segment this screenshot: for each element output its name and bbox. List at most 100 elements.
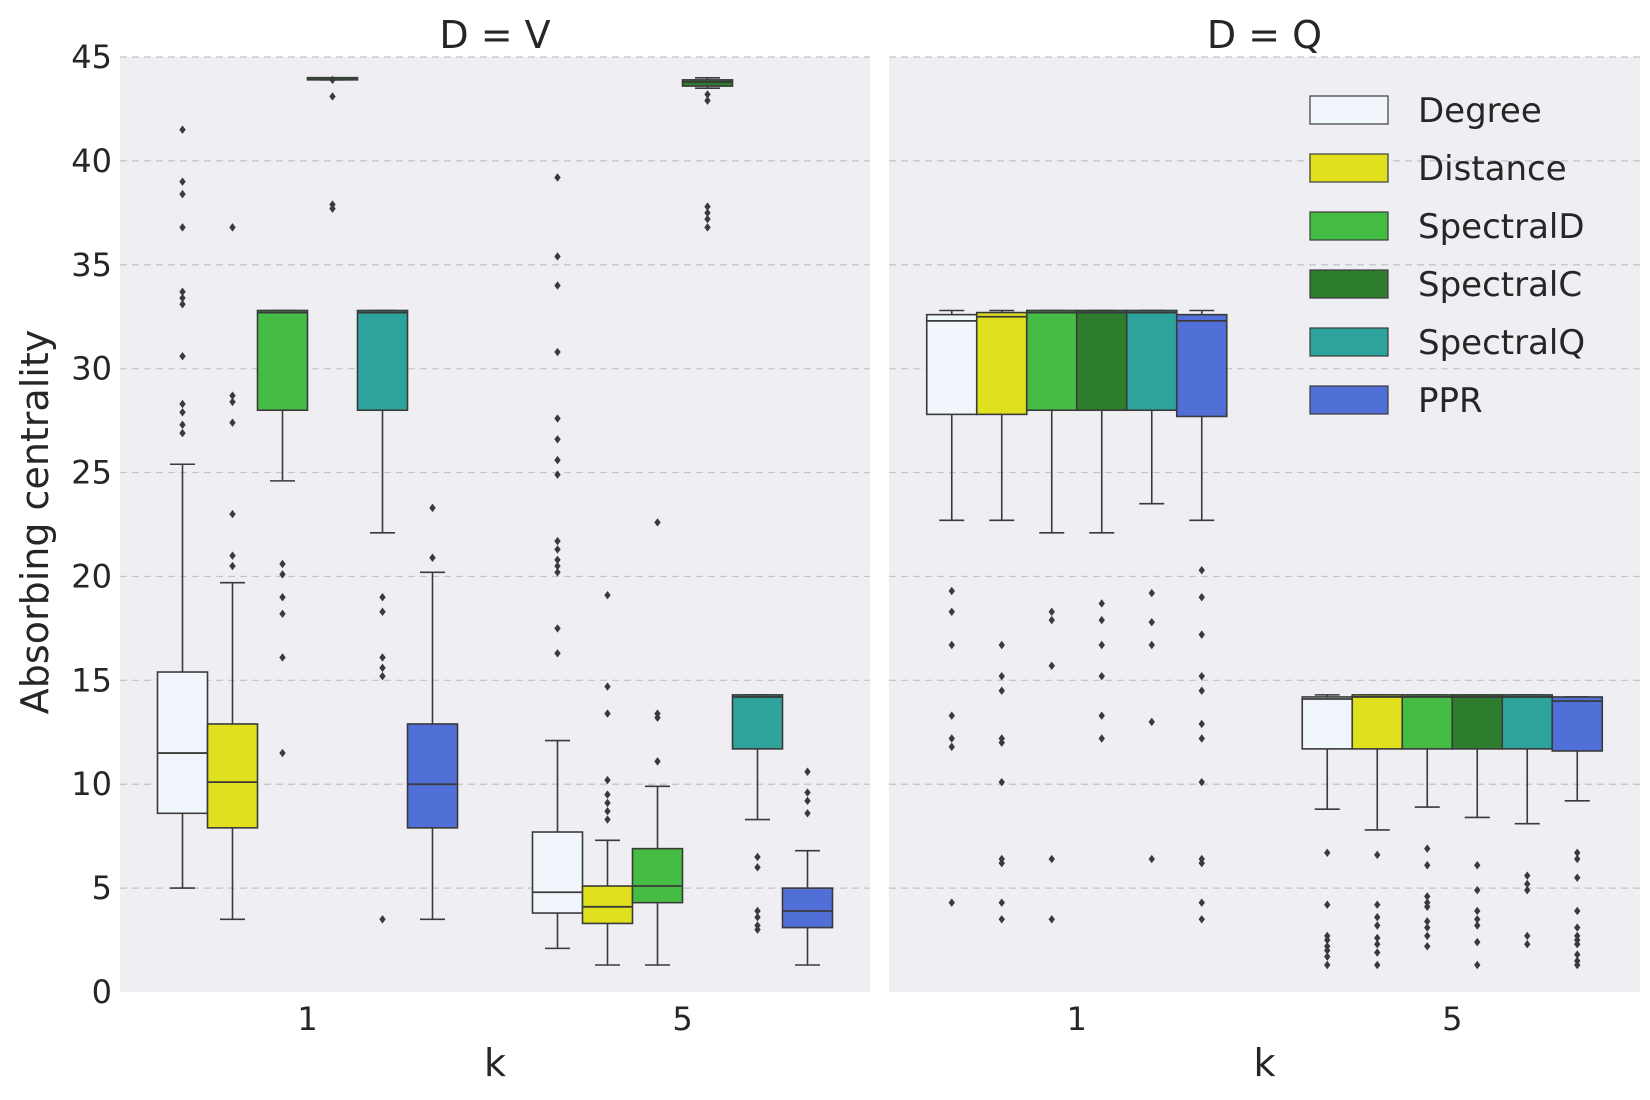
outlier-point xyxy=(1524,885,1531,895)
box-body xyxy=(531,831,584,914)
outlier-point xyxy=(1524,940,1531,949)
box-body xyxy=(1125,309,1178,412)
box-spectrald-k5 xyxy=(1401,694,1454,951)
box-body xyxy=(256,309,309,412)
outlier-point xyxy=(1374,933,1381,943)
outlier-point xyxy=(1474,861,1481,870)
outlier-point xyxy=(1474,885,1481,895)
y-tick-label: 25 xyxy=(71,454,112,492)
outlier-point xyxy=(1424,923,1431,932)
outlier-point xyxy=(1424,861,1431,870)
outlier-point xyxy=(554,555,561,565)
box-body xyxy=(1175,313,1228,418)
outlier-point xyxy=(179,352,186,361)
outlier-point xyxy=(1474,960,1481,970)
outlier-point xyxy=(1474,915,1481,924)
legend-swatch-spectrald xyxy=(1309,211,1389,241)
outlier-point xyxy=(279,570,286,579)
box-ppr-k5 xyxy=(1551,696,1604,970)
x-tick-label: 1 xyxy=(1067,1000,1087,1038)
outlier-point xyxy=(704,96,711,105)
box-spectralq-k1 xyxy=(1125,309,1178,864)
outlier-point xyxy=(1574,848,1581,857)
outlier-point xyxy=(1574,940,1581,949)
outlier-point xyxy=(1198,630,1205,639)
box-body xyxy=(681,79,734,87)
box-body xyxy=(781,887,834,929)
box-spectralq-k1 xyxy=(356,309,409,924)
box-spectralc-k5 xyxy=(1451,694,1504,970)
box-body xyxy=(1501,694,1554,750)
outlier-point xyxy=(754,925,761,934)
outlier-point xyxy=(998,915,1005,924)
outlier-point xyxy=(604,709,611,718)
outlier-point xyxy=(948,640,955,650)
outlier-point xyxy=(998,640,1005,650)
outlier-point xyxy=(1474,921,1481,930)
legend-label-distance: Distance xyxy=(1418,149,1567,189)
x-axis-label: k xyxy=(484,1041,506,1085)
outlier-point xyxy=(948,898,955,907)
outlier-point xyxy=(554,624,561,633)
outlier-point xyxy=(1574,854,1581,864)
outlier-point xyxy=(179,420,186,429)
y-tick-label: 10 xyxy=(71,765,112,803)
box-degree-k1 xyxy=(925,309,978,907)
box-body xyxy=(1401,694,1454,750)
box-spectralc-k1 xyxy=(306,75,359,213)
outlier-point xyxy=(1424,917,1431,926)
outlier-point xyxy=(379,915,386,924)
outlier-point xyxy=(1324,848,1331,857)
box-body xyxy=(1075,309,1128,412)
outlier-point xyxy=(1148,717,1155,727)
legend-swatch-spectralc xyxy=(1309,269,1389,299)
outlier-point xyxy=(179,293,186,303)
outlier-point xyxy=(754,913,761,922)
box-body xyxy=(1301,696,1354,750)
y-tick-label: 35 xyxy=(71,246,112,284)
box-body xyxy=(975,311,1028,416)
panel-1: D = V k 1 5 xyxy=(120,13,870,1085)
outlier-point xyxy=(1424,892,1431,901)
outlier-point xyxy=(554,649,561,658)
outlier-point xyxy=(704,223,711,232)
outlier-point xyxy=(1324,935,1331,945)
outlier-point xyxy=(229,391,236,400)
box-ppr-k1 xyxy=(406,503,459,921)
outlier-point xyxy=(1048,607,1055,616)
outlier-point xyxy=(554,347,561,357)
y-tick-label: 20 xyxy=(71,557,112,595)
outlier-point xyxy=(1148,588,1155,598)
outlier-point xyxy=(279,653,286,662)
outlier-point xyxy=(554,536,561,546)
outlier-point xyxy=(554,561,561,571)
outlier-point xyxy=(1198,686,1205,695)
outlier-point xyxy=(554,281,561,290)
outlier-point xyxy=(379,663,386,673)
box-spectrald-k5 xyxy=(631,518,684,966)
outlier-point xyxy=(604,775,611,785)
outlier-point xyxy=(229,561,236,571)
outlier-point xyxy=(704,202,711,211)
y-tick-label: 45 xyxy=(71,38,112,76)
outlier-point xyxy=(704,208,711,218)
box-spectrald-k1 xyxy=(256,309,309,758)
outlier-point xyxy=(998,738,1005,747)
legend-swatch-ppr xyxy=(1309,385,1389,415)
outlier-point xyxy=(1374,921,1381,930)
legend: Degree Distance SpectralD SpectralC Spectral… xyxy=(1309,91,1585,421)
box-ppr-k5 xyxy=(781,767,834,966)
outlier-point xyxy=(1424,902,1431,912)
outlier-point xyxy=(998,671,1005,681)
outlier-point xyxy=(1374,900,1381,909)
legend-label-ppr: PPR xyxy=(1418,381,1483,421)
outlier-point xyxy=(229,509,236,519)
legend-swatch-spectralq xyxy=(1309,327,1389,357)
outlier-point xyxy=(1474,937,1481,947)
outlier-point xyxy=(179,125,186,134)
outlier-point xyxy=(429,503,436,513)
outlier-point xyxy=(1148,640,1155,650)
legend-swatch-degree xyxy=(1309,95,1389,125)
outlier-point xyxy=(554,435,561,444)
